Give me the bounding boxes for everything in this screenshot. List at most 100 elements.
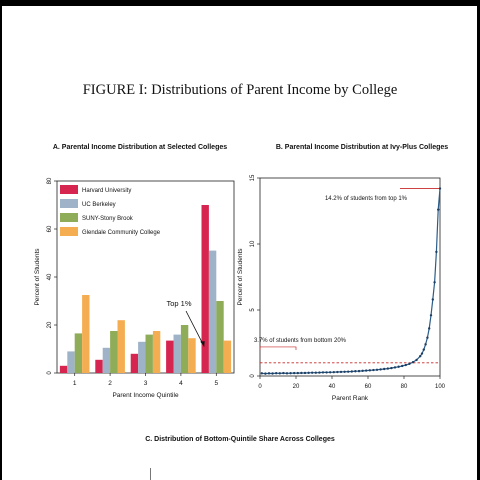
panel-b-point: [314, 371, 317, 374]
panel-b-point: [393, 366, 397, 369]
panel-b-point: [426, 336, 429, 339]
panel-a-legend-label: SUNY-Stony Brook: [82, 216, 134, 222]
panel-a-bar: [180, 325, 189, 373]
panel-b-point: [433, 281, 436, 284]
panel-b-point: [408, 362, 411, 366]
panel-b-annotation-bracket: [259, 346, 297, 350]
panel-b-point: [368, 369, 371, 372]
panel-b-y-tick-label: 15: [250, 174, 256, 181]
panel-b-y-tick-label: 0: [250, 374, 256, 378]
panel-a-bar: [208, 250, 217, 373]
panel-b-point: [354, 370, 357, 373]
panel-a-bar: [95, 359, 103, 373]
panel-a-x-tick-label: 5: [214, 380, 218, 387]
panel-b-x-tick-label: 60: [365, 384, 372, 390]
panel-b-point: [365, 369, 368, 372]
panel-b-point: [429, 314, 433, 317]
panel-a-x-axis-label: Parent Income Quintile: [112, 392, 179, 399]
panel-b-series-line: [261, 188, 441, 375]
panel-a-legend-label: Harvard University: [82, 188, 131, 194]
panel-b-point: [318, 371, 321, 374]
panel-b-point: [435, 250, 438, 254]
panel-a-y-tick-label: 20: [47, 321, 53, 328]
panel-a-bar: [173, 334, 181, 373]
panel-a-bar: [102, 347, 111, 373]
panel-a-y-tick-label: 40: [47, 273, 53, 280]
panel-a-bar: [201, 205, 209, 373]
panel-a-x-tick-label: 2: [108, 380, 112, 387]
panel-a-bar: [188, 338, 196, 373]
panel-a-legend-label: Glendale Community College: [82, 230, 161, 236]
panel-a-legend-swatch: [60, 185, 78, 194]
panel-b-point: [438, 187, 442, 190]
panel-b-point: [307, 371, 310, 375]
panel-b-point: [424, 343, 427, 346]
panel-b-point: [350, 370, 353, 373]
panel-a-y-tick-label: 80: [47, 177, 53, 184]
panel-b-point: [347, 370, 350, 373]
panel-a-x-tick-label: 3: [144, 380, 148, 387]
panel-a-bar: [152, 331, 161, 373]
panel-b-point: [303, 371, 307, 375]
panel-a-annotation-top1: Top 1%: [166, 299, 191, 308]
panel-b-point: [422, 348, 425, 351]
panel-b-point: [357, 369, 361, 373]
panel-a-legend-swatch: [60, 213, 78, 222]
panel-b-point: [375, 368, 379, 371]
panel-b-title: B. Parental Income Distribution at Ivy-P…: [275, 144, 449, 151]
panel-b-point: [404, 363, 407, 367]
panel-a-bar: [117, 320, 125, 373]
panel-b-x-tick-label: 80: [401, 384, 408, 390]
panel-a-bar: [110, 331, 118, 373]
panel-b-x-tick-label: 0: [258, 384, 262, 390]
panel-a-bar: [67, 351, 75, 373]
panel-b-point: [260, 372, 263, 375]
panel-b-point: [267, 372, 271, 375]
panel-b-y-axis-label: Percent of Students: [237, 248, 244, 306]
figure-title: FIGURE I: Distributions of Parent Income…: [82, 82, 398, 98]
panel-b-point: [411, 360, 415, 364]
panel-a-legend-swatch: [60, 227, 78, 236]
panel-a-bar: [223, 340, 232, 373]
panel-b-point: [285, 372, 289, 375]
panel-b-x-tick-label: 40: [329, 384, 336, 390]
panel-b-x-tick-label: 100: [435, 384, 446, 390]
panel-b-point: [329, 371, 332, 374]
panel-b-point: [278, 372, 281, 375]
panel-a-bar: [138, 341, 146, 373]
panel-b-point: [420, 352, 424, 355]
panel-b-point: [339, 370, 343, 374]
panel-c-axis-fragment: [150, 468, 151, 480]
panel-a-title: A. Parental Income Distribution at Selec…: [52, 144, 228, 151]
panel-b-x-axis-label: Parent Rank: [332, 395, 369, 402]
panel-b-point: [372, 368, 375, 372]
panel-a-bar: [216, 301, 224, 373]
top-border: [0, 0, 480, 6]
panel-b-y-tick-label: 5: [250, 308, 256, 312]
right-border: [477, 0, 480, 480]
panel-b-point: [390, 366, 393, 370]
panel-b-point: [325, 371, 328, 374]
panel-a-bar: [74, 333, 83, 373]
panel-b-point: [397, 365, 400, 368]
panel-b-point: [401, 364, 404, 368]
panel-b-point: [293, 371, 296, 375]
panel-b-point: [311, 371, 314, 374]
panel-b-annotation-top1: 14.2% of students from top 1%: [325, 196, 408, 202]
panel-b-x-tick-label: 20: [293, 384, 300, 390]
panel-b-point: [289, 372, 292, 375]
panel-a-annotation-arrow: [185, 310, 205, 347]
panel-b-point: [321, 371, 325, 374]
panel-b-point: [383, 367, 386, 371]
panel-b-point: [437, 208, 440, 211]
panel-b-point: [343, 370, 346, 373]
panel-b-point: [379, 368, 382, 371]
panel-b-point: [386, 367, 389, 370]
panel-b-y-tick-label: 10: [250, 240, 256, 247]
panel-b-point: [264, 372, 267, 375]
panel-b-point: [428, 327, 431, 330]
panel-b-plot-frame: [259, 177, 441, 377]
panel-b-point: [431, 298, 434, 301]
panel-a-bar: [130, 353, 139, 373]
